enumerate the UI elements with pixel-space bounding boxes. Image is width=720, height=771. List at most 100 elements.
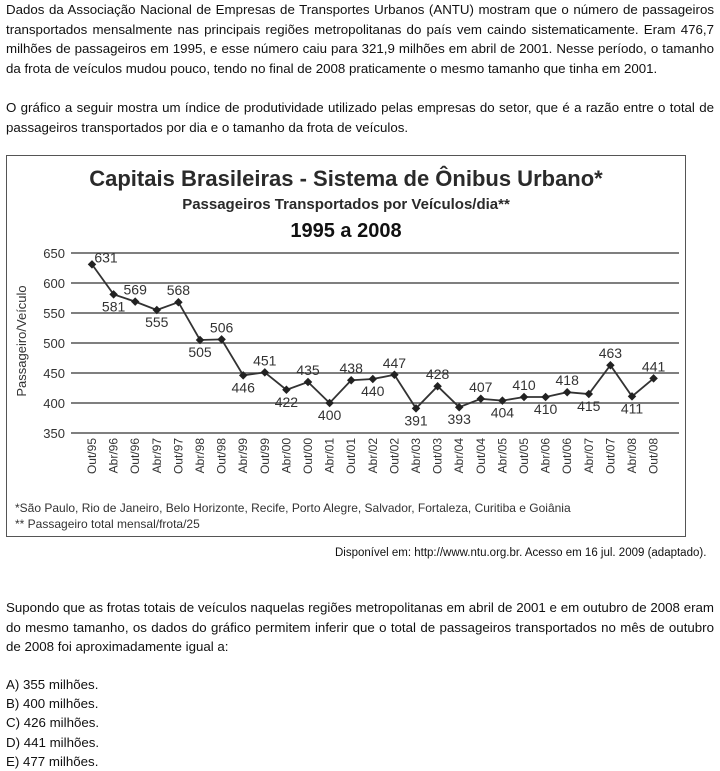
- x-tick-label: Out/97: [171, 438, 185, 474]
- data-label: 391: [404, 412, 428, 428]
- x-tick-label: Out/99: [258, 438, 272, 474]
- data-label: 428: [426, 366, 450, 382]
- data-point: [519, 392, 529, 402]
- y-tick-label: 350: [43, 426, 65, 441]
- x-tick-label: Out/07: [603, 438, 617, 474]
- chart-title: Capitais Brasileiras - Sistema de Ônibus…: [89, 166, 603, 191]
- data-label: 418: [556, 372, 580, 388]
- data-point: [390, 370, 399, 380]
- data-point: [195, 335, 205, 345]
- data-point: [152, 305, 162, 315]
- question-text: Supondo que as frotas totais de veículos…: [6, 600, 714, 655]
- data-label: 631: [94, 249, 118, 265]
- y-tick-label: 650: [43, 246, 65, 261]
- x-tick-label: Out/96: [128, 438, 142, 474]
- data-point: [238, 371, 248, 380]
- intro-paragraph: Dados da Associação Nacional de Empresas…: [6, 2, 714, 76]
- chart-period: 1995 a 2008: [290, 220, 401, 242]
- data-point: [346, 375, 356, 385]
- y-axis-label: Passageiro/Veículo: [14, 285, 29, 396]
- data-point: [584, 389, 594, 399]
- data-label: 393: [448, 411, 472, 427]
- y-tick-labels: 350 400 450 500 550 600 650: [43, 246, 65, 441]
- y-tick-label: 400: [43, 396, 65, 411]
- x-tick-label: Abr/96: [107, 438, 121, 474]
- x-tick-label: Abr/01: [323, 438, 337, 474]
- data-label: 410: [534, 401, 558, 417]
- data-point: [217, 335, 226, 344]
- line-chart: Capitais Brasileiras - Sistema de Ônibus…: [14, 166, 679, 531]
- data-label: 463: [599, 345, 623, 361]
- option-b[interactable]: B) 400 milhões.: [6, 696, 99, 712]
- data-label: 505: [188, 344, 212, 360]
- answer-options: A) 355 milhões. B) 400 milhões. C) 426 m…: [6, 675, 99, 771]
- x-tick-labels: Out/95 Abr/96 Out/96 Abr/97 Out/97 Abr/98 Out/…: [85, 438, 661, 474]
- data-point: [476, 394, 486, 404]
- data-point: [368, 374, 378, 384]
- x-tick-label: Abr/99: [236, 438, 250, 474]
- data-label: 435: [296, 362, 320, 378]
- data-label: 506: [210, 319, 234, 335]
- x-tick-label: Out/03: [431, 438, 445, 474]
- data-label: 581: [102, 298, 126, 314]
- gridlines: [71, 252, 679, 434]
- data-label: 422: [275, 394, 299, 410]
- y-tick-label: 450: [43, 366, 65, 381]
- option-d[interactable]: D) 441 milhões.: [6, 734, 100, 750]
- data-point: [282, 385, 291, 395]
- data-label: 438: [340, 360, 364, 376]
- x-tick-label: Abr/00: [279, 438, 293, 474]
- x-tick-label: Out/02: [387, 438, 401, 474]
- data-label: 569: [124, 282, 148, 298]
- x-tick-label: Out/04: [474, 438, 488, 474]
- data-point: [174, 297, 183, 307]
- footnote-formula: ** Passageiro total mensal/frota/25: [15, 517, 200, 531]
- data-label: 451: [253, 352, 277, 368]
- chart-frame: Capitais Brasileiras - Sistema de Ônibus…: [6, 155, 686, 537]
- data-point: [325, 398, 334, 408]
- data-point: [541, 392, 550, 402]
- data-label: 400: [318, 407, 342, 423]
- x-tick-label: Abr/06: [539, 438, 553, 474]
- option-e[interactable]: E) 477 milhões.: [6, 753, 99, 769]
- x-tick-label: Out/95: [85, 438, 99, 474]
- graph-intro-paragraph: O gráfico a seguir mostra um índice de p…: [6, 100, 714, 135]
- x-tick-label: Abr/97: [150, 438, 164, 474]
- x-tick-label: Out/01: [344, 438, 358, 474]
- data-point: [627, 392, 637, 401]
- data-point: [130, 297, 140, 306]
- data-label: 411: [621, 400, 644, 416]
- data-point: [454, 402, 464, 412]
- data-point: [649, 374, 658, 383]
- data-label: 440: [361, 383, 385, 399]
- data-point: [411, 404, 421, 413]
- chart-subtitle: Passageiros Transportados por Veículos/d…: [182, 196, 510, 213]
- option-a[interactable]: A) 355 milhões.: [6, 677, 99, 692]
- y-tick-label: 500: [43, 336, 65, 351]
- x-tick-label: Out/08: [647, 438, 661, 474]
- data-label: 407: [469, 379, 493, 395]
- source-citation: Disponível em: http://www.ntu.org.br. Ac…: [335, 547, 707, 559]
- data-point: [562, 387, 572, 397]
- x-tick-label: Out/98: [215, 438, 229, 474]
- x-tick-label: Abr/04: [452, 438, 466, 474]
- data-point: [433, 381, 442, 391]
- x-tick-label: Abr/02: [366, 438, 380, 474]
- x-tick-label: Abr/08: [625, 438, 639, 474]
- data-point: [498, 396, 507, 405]
- x-tick-label: Abr/07: [582, 438, 596, 474]
- x-tick-label: Abr/98: [193, 438, 207, 474]
- data-label: 446: [232, 379, 256, 395]
- data-point: [109, 290, 118, 299]
- data-label: 404: [491, 405, 515, 421]
- x-tick-label: Out/05: [517, 438, 531, 474]
- x-tick-label: Out/00: [301, 438, 315, 474]
- option-c[interactable]: C) 426 milhões.: [6, 715, 100, 731]
- data-point: [303, 377, 313, 387]
- x-tick-label: Abr/03: [409, 438, 423, 474]
- x-tick-label: Abr/05: [495, 438, 509, 474]
- data-label: 415: [577, 398, 601, 414]
- data-label: 447: [383, 355, 407, 371]
- data-label: 410: [512, 377, 536, 393]
